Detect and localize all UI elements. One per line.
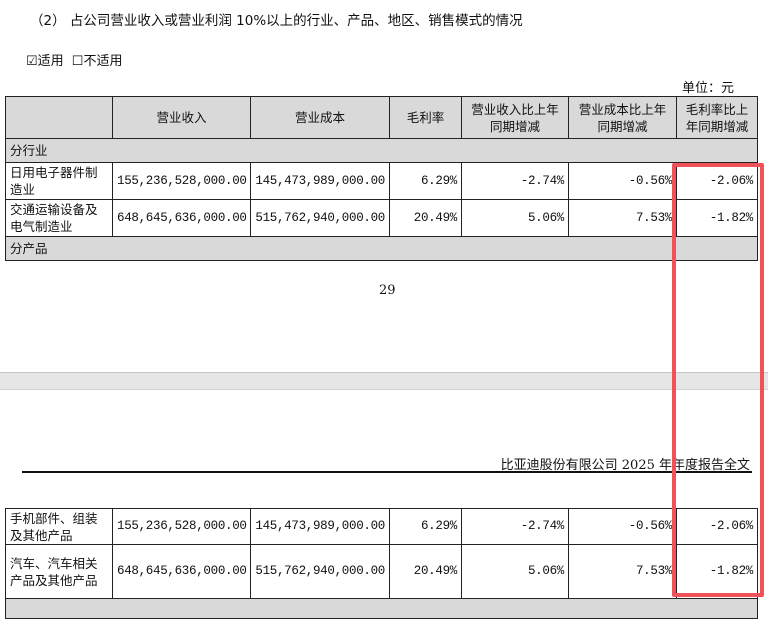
revenue-change-cell: -2.74% — [461, 508, 569, 545]
row-label: 日用电子器件制造业 — [5, 162, 113, 200]
revenue-cell: 155,236,528,000.00 — [112, 162, 251, 200]
row-label: 手机部件、组装及其他产品 — [5, 508, 113, 545]
margin-cell: 20.49% — [389, 199, 462, 237]
cost-cell: 515,762,940,000.00 — [250, 199, 390, 237]
cost-change-cell: -0.56% — [568, 162, 677, 200]
table-row: 日用电子器件制造业 155,236,528,000.00 145,473,989… — [5, 162, 758, 200]
not-applicable-checkbox: ☐不适用 — [71, 54, 123, 69]
table-row: 交通运输设备及电气制造业 648,645,636,000.00 515,762,… — [5, 199, 758, 237]
header-row: 营业收入 营业成本 毛利率 营业收入比上年同期增减 营业成本比上年同期增减 毛利… — [5, 96, 758, 139]
section-heading: （2） 占公司营业收入或营业利润 10%以上的行业、产品、地区、销售模式的情况 — [30, 13, 523, 29]
header-cell: 营业收入比上年同期增减 — [461, 96, 569, 139]
margin-cell: 6.29% — [389, 508, 462, 545]
highlight-rectangle — [672, 163, 764, 597]
section-product: 分产品 — [5, 236, 758, 261]
section-industry: 分行业 — [5, 138, 758, 163]
header-cell: 毛利率 — [389, 96, 462, 139]
row-label: 交通运输设备及电气制造业 — [5, 199, 113, 237]
cost-cell: 145,473,989,000.00 — [250, 162, 390, 200]
revenue-cell: 155,236,528,000.00 — [112, 508, 251, 545]
header-cell — [5, 96, 113, 139]
page-number: 29 — [379, 283, 396, 298]
margin-change-cell: -2.06% — [676, 508, 758, 545]
applicable-checkbox: ☑适用 — [26, 54, 64, 69]
applicability: ☑适用 ☐不适用 — [26, 50, 122, 69]
header-cell: 营业成本比上年同期增减 — [568, 96, 677, 139]
row-label: 汽车、汽车相关产品及其他产品 — [5, 544, 113, 599]
cost-change-cell: 7.53% — [568, 544, 677, 599]
header-cell: 营业成本 — [250, 96, 390, 139]
report-footer-title: 比亚迪股份有限公司 2025 年年度报告全文 — [500, 458, 750, 473]
revenue-table-product: 手机部件、组装及其他产品 155,236,528,000.00 145,473,… — [5, 508, 758, 619]
unit-label: 单位：元 — [681, 81, 734, 96]
margin-cell: 6.29% — [389, 162, 462, 200]
footer-rule — [22, 471, 752, 473]
margin-change-cell: -1.82% — [676, 199, 758, 237]
margin-change-cell: -2.06% — [676, 162, 758, 200]
revenue-cell: 648,645,636,000.00 — [112, 199, 251, 237]
next-row — [5, 598, 758, 619]
header-cell: 毛利率比上年同期增减 — [676, 96, 758, 139]
margin-change-cell: -1.82% — [676, 544, 758, 599]
margin-cell: 20.49% — [389, 544, 462, 599]
header-cell: 营业收入 — [112, 96, 251, 139]
table-row: 手机部件、组装及其他产品 155,236,528,000.00 145,473,… — [5, 508, 758, 545]
revenue-table-industry: 营业收入 营业成本 毛利率 营业收入比上年同期增减 营业成本比上年同期增减 毛利… — [5, 96, 758, 261]
revenue-change-cell: 5.06% — [461, 199, 569, 237]
table-row: 汽车、汽车相关产品及其他产品 648,645,636,000.00 515,76… — [5, 544, 758, 599]
revenue-change-cell: -2.74% — [461, 162, 569, 200]
revenue-change-cell: 5.06% — [461, 544, 569, 599]
page-gap — [0, 372, 768, 390]
cost-cell: 515,762,940,000.00 — [250, 544, 390, 599]
cost-change-cell: 7.53% — [568, 199, 677, 237]
revenue-cell: 648,645,636,000.00 — [112, 544, 251, 599]
cost-change-cell: -0.56% — [568, 508, 677, 545]
cost-cell: 145,473,989,000.00 — [250, 508, 390, 545]
